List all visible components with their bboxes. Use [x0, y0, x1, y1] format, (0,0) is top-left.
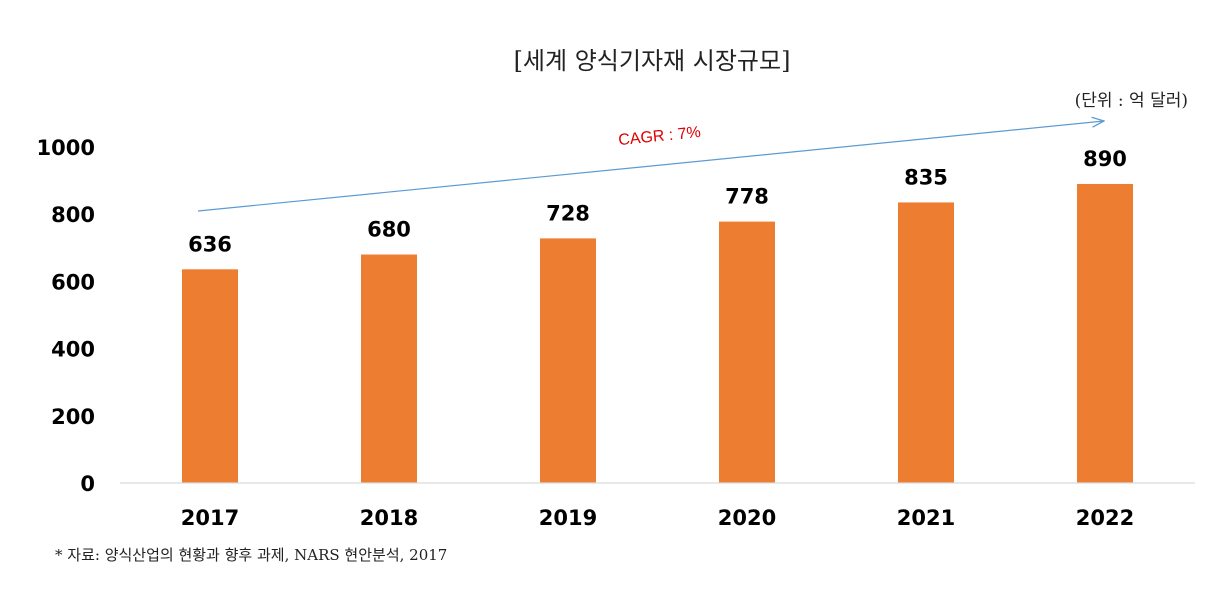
- y-tick-label: 200: [51, 405, 95, 429]
- y-tick-label: 1000: [37, 136, 95, 160]
- x-tick-label: 2019: [539, 506, 597, 530]
- x-tick-label: 2021: [897, 506, 955, 530]
- y-tick-label: 800: [51, 203, 95, 227]
- x-tick-label: 2020: [718, 506, 776, 530]
- data-label: 778: [725, 185, 769, 209]
- cagr-label: CAGR : 7%: [618, 124, 702, 149]
- data-label: 835: [904, 165, 948, 189]
- bar: [540, 238, 596, 483]
- y-tick-label: 400: [51, 338, 95, 362]
- bar: [1077, 183, 1133, 483]
- cagr-trend-arrow: [197, 121, 1104, 212]
- data-labels-group: 636 680 728 778 835 890: [188, 147, 1127, 256]
- bars-group: [182, 183, 1133, 484]
- bar: [898, 202, 954, 483]
- data-label: 890: [1083, 147, 1127, 171]
- y-axis-ticks: 0 200 400 600 800 1000: [37, 136, 95, 496]
- x-tick-label: 2022: [1076, 506, 1134, 530]
- data-label: 680: [367, 218, 411, 242]
- data-label: 636: [188, 232, 232, 256]
- x-axis-ticks: 2017 2018 2019 2020 2021 2022: [181, 506, 1134, 530]
- chart-title: [세계 양식기자재 시장규모]: [514, 47, 791, 75]
- bar: [719, 221, 775, 484]
- unit-note: (단위 : 억 달러): [1075, 91, 1188, 111]
- y-tick-label: 600: [51, 270, 95, 294]
- source-note: * 자료: 양식산업의 현황과 향후 과제, NARS 현안분석, 2017: [55, 546, 447, 564]
- x-tick-label: 2017: [181, 506, 239, 530]
- bar: [361, 254, 417, 483]
- bar: [182, 269, 238, 483]
- data-label: 728: [546, 201, 590, 225]
- x-tick-label: 2018: [360, 506, 418, 530]
- y-tick-label: 0: [80, 472, 95, 496]
